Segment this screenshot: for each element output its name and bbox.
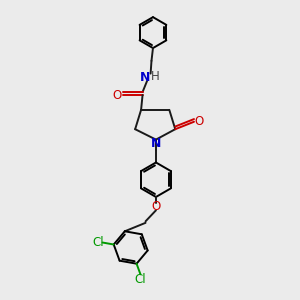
Text: N: N	[140, 71, 151, 84]
Text: H: H	[151, 70, 160, 83]
Text: O: O	[152, 200, 161, 213]
Text: Cl: Cl	[92, 236, 104, 249]
Text: Cl: Cl	[135, 273, 146, 286]
Text: O: O	[194, 115, 204, 128]
Text: N: N	[151, 137, 161, 150]
Text: O: O	[113, 88, 122, 101]
